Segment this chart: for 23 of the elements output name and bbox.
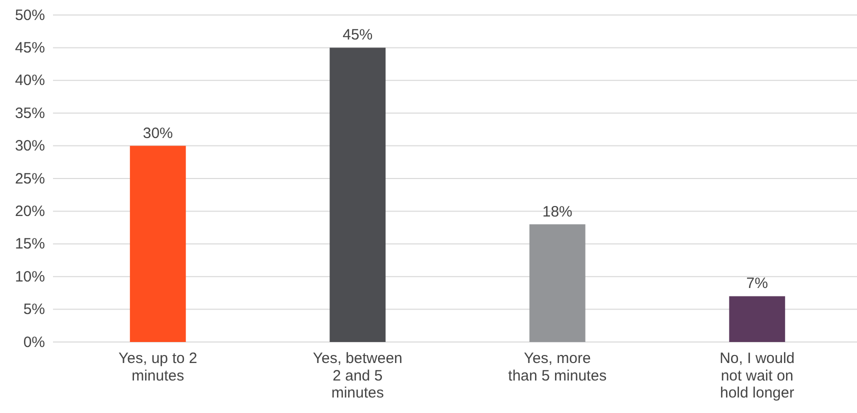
y-tick-label: 40% (14, 72, 45, 90)
y-tick-label: 10% (14, 268, 45, 286)
y-tick-label: 45% (14, 40, 45, 56)
x-tick-label: Yes, more than 5 minutes (508, 350, 607, 384)
data-label: 18% (542, 203, 572, 220)
y-tick-label: 5% (23, 301, 45, 318)
y-tick-label: 25% (14, 170, 45, 188)
bar (729, 296, 786, 342)
x-tick-label: Yes, between 2 and 5 minutes (312, 350, 402, 402)
y-tick-label: 15% (14, 236, 45, 253)
y-tick-label: 30% (14, 138, 45, 155)
y-tick-label: 35% (14, 104, 45, 122)
x-tick-label: Yes, up to 2 minutes (118, 350, 198, 384)
x-tick-label: No, I would not wait on hold longer (720, 350, 795, 402)
data-label: 45% (342, 26, 373, 44)
bar (330, 48, 386, 342)
bar (529, 224, 586, 342)
y-tick-label: 20% (14, 203, 45, 220)
data-label: 7% (746, 275, 768, 292)
y-tick-label: 0% (23, 334, 45, 351)
data-label: 30% (142, 124, 173, 142)
bar (130, 146, 186, 342)
y-tick-label: 50% (14, 6, 45, 24)
